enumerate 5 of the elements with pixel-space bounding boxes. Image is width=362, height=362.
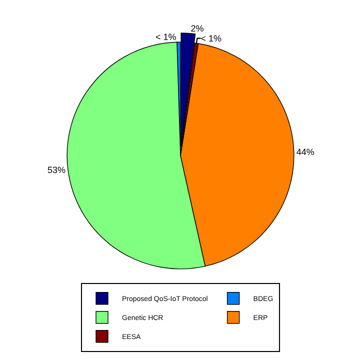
data-label: 44% xyxy=(296,146,314,157)
data-label: 53% xyxy=(47,164,66,175)
data-label: < 1% xyxy=(200,33,222,44)
data-label: 2% xyxy=(190,23,204,34)
data-label: < 1% xyxy=(155,32,176,42)
